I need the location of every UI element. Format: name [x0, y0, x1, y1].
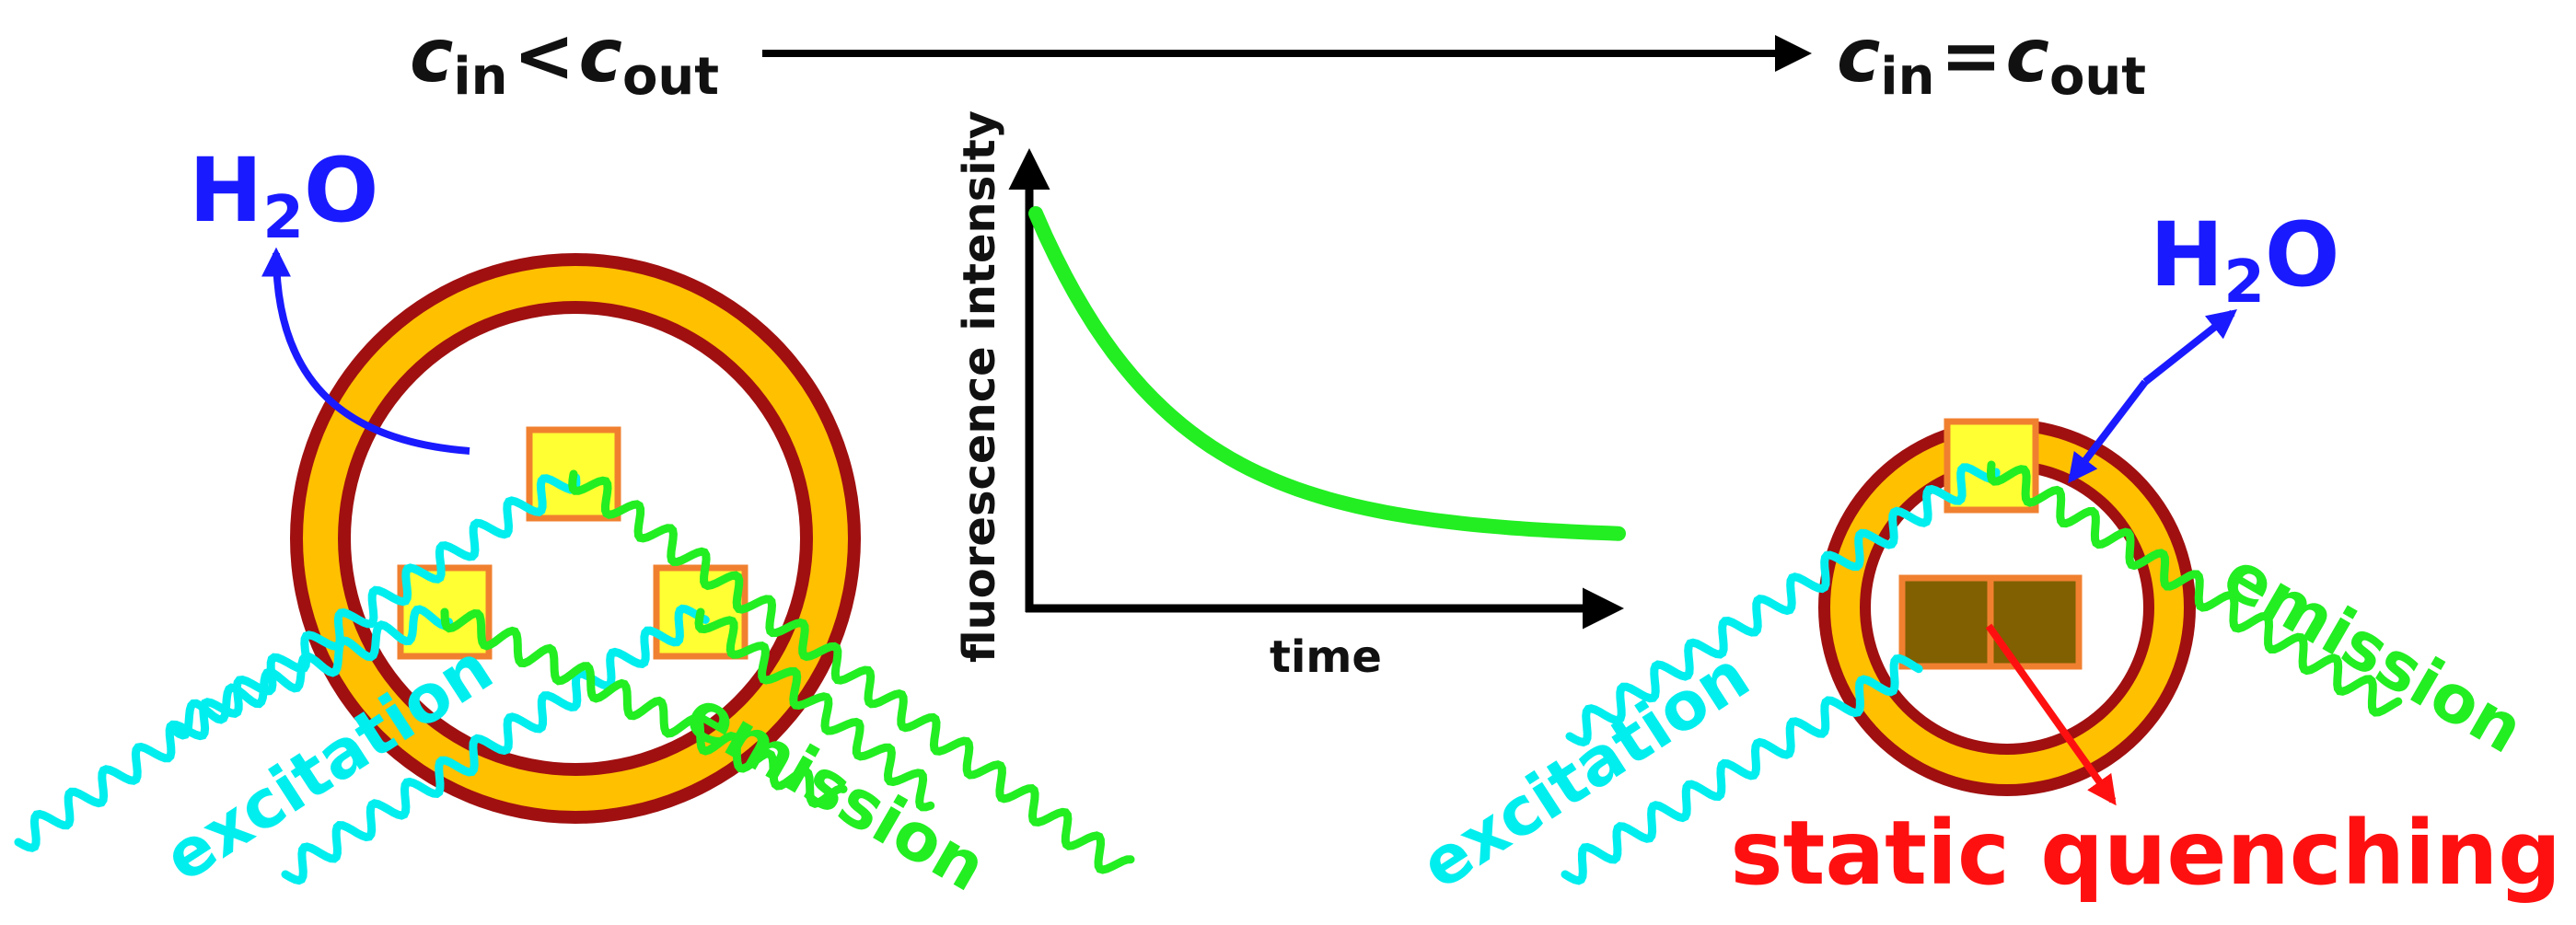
right-emission-wave-1	[1986, 460, 2403, 717]
header-right-condition: cin=cout	[1837, 13, 2146, 107]
right-quenching-arrow	[1985, 623, 2117, 806]
right-emission-label: emission	[2211, 536, 2536, 769]
header-left-sub-out: out	[622, 47, 719, 107]
right-dimer-right	[1987, 574, 2083, 670]
right-excitation-wave-2	[1561, 653, 1923, 885]
right-water-O: O	[2265, 203, 2340, 306]
header-left-c: c	[410, 13, 453, 98]
header-right-c2: c	[2006, 13, 2049, 98]
graph-x-label: time	[1270, 631, 1382, 683]
left-emission-label: emission	[674, 674, 999, 907]
left-water-O: O	[304, 139, 379, 242]
right-water-label: H2O	[2150, 203, 2339, 317]
header-right-sub-out: out	[2049, 47, 2146, 107]
left-water-arrow	[261, 247, 470, 455]
left-emission-wave-2	[440, 607, 848, 808]
left-waves	[14, 469, 1135, 885]
header-right-c: c	[1837, 13, 1880, 98]
left-water-label: H2O	[189, 139, 378, 252]
graph-y-label: fluorescence intensity	[954, 110, 1005, 663]
left-water-sub: 2	[262, 184, 304, 252]
left-emission-wave-1	[568, 469, 1135, 874]
left-excitation-wave-2	[166, 605, 453, 740]
header-left-condition: cin<cout	[410, 13, 719, 107]
static-quenching-label: static quenching	[1730, 802, 2561, 905]
fluorescence-graph: fluorescence intensity time	[954, 110, 1626, 683]
right-water-arrow-out	[2142, 309, 2238, 386]
left-water-H: H	[189, 139, 262, 242]
right-excitation-wave-1	[1565, 463, 2001, 747]
fluorescence-decay-curve	[1028, 206, 1626, 541]
right-dimer-left	[1898, 574, 1994, 670]
header-right-sub-in: in	[1880, 47, 1934, 107]
right-water-H: H	[2150, 203, 2223, 306]
left-excitation-wave-3	[281, 604, 710, 885]
right-water-sub: 2	[2223, 249, 2265, 317]
header-left-op: <	[513, 13, 574, 98]
header-right-op: =	[1940, 13, 2002, 98]
header-left-sub-in: in	[453, 47, 507, 107]
left-emission-wave-3	[694, 607, 935, 812]
header-left-c2: c	[579, 13, 622, 98]
right-waves	[1561, 460, 2403, 885]
right-water-arrow-in	[2068, 379, 2149, 484]
